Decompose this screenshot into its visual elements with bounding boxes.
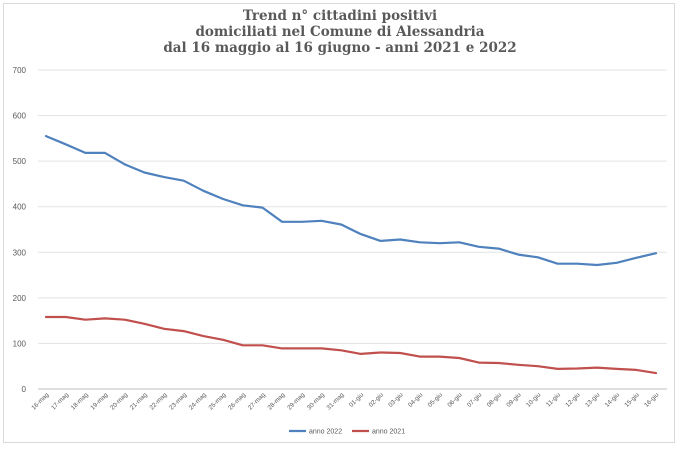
x-tick-label: 01-giu	[348, 391, 366, 409]
x-tick-label: 30-mag	[306, 391, 326, 411]
x-tick-label: 08-giu	[486, 391, 504, 409]
x-tick-label: 17-mag	[50, 391, 70, 411]
x-tick-label: 26-mag	[227, 391, 247, 411]
x-tick-label: 13-giu	[584, 391, 602, 409]
x-tick-label: 18-mag	[70, 391, 90, 411]
legend-label: anno 2021	[372, 429, 405, 436]
x-tick-label: 19-mag	[89, 391, 109, 411]
x-tick-label: 16-giu	[643, 391, 661, 409]
y-tick-label: 0	[22, 385, 27, 394]
x-tick-label: 22-mag	[148, 391, 168, 411]
y-tick-label: 400	[13, 203, 27, 212]
chart-title-line-3: dal 16 maggio al 16 giugno - anni 2021 e…	[163, 40, 517, 56]
series-lines	[44, 135, 658, 375]
x-tick-label: 04-giu	[407, 391, 425, 409]
x-tick-label: 14-giu	[604, 391, 622, 409]
x-tick-label: 11-giu	[545, 391, 562, 408]
x-tick-label: 27-mag	[247, 391, 267, 411]
y-tick-label: 200	[13, 294, 27, 303]
x-tick-label: 29-mag	[286, 391, 306, 411]
x-tick-label: 10-giu	[525, 391, 543, 409]
x-axis-ticks: 16-mag 17-mag 18-mag 19-mag 20-mag 21-mag 22-m…	[30, 391, 660, 411]
x-tick-label: 07-giu	[466, 391, 484, 409]
x-tick-label: 16-mag	[30, 391, 50, 411]
chart-title-line-1: Trend n° cittadini positivi	[242, 8, 438, 24]
x-tick-label: 15-giu	[623, 391, 641, 409]
x-tick-label: 20-mag	[109, 391, 129, 411]
y-tick-label: 600	[13, 112, 27, 121]
y-tick-label: 300	[13, 248, 27, 257]
x-tick-label: 02-giu	[368, 391, 386, 409]
series-line-2	[44, 315, 658, 375]
chart-title-line-2: domiciliati nel Comune di Alessandria	[195, 24, 485, 40]
x-tick-label: 23-mag	[168, 391, 188, 411]
x-tick-label: 12-giu	[564, 391, 582, 409]
x-tick-label: 03-giu	[387, 391, 405, 409]
x-tick-label: 05-giu	[427, 391, 445, 409]
x-tick-label: 31-mag	[326, 391, 346, 411]
x-tick-label: 25-mag	[207, 391, 227, 411]
x-tick-label: 28-mag	[266, 391, 286, 411]
x-tick-label: 09-giu	[505, 391, 523, 409]
grid-lines	[38, 69, 667, 390]
x-tick-label: 21-mag	[129, 391, 149, 411]
x-tick-label: 24-mag	[188, 391, 208, 411]
y-tick-label: 700	[13, 66, 27, 75]
legend: anno 2022 anno 2021	[289, 429, 405, 436]
y-tick-label: 500	[13, 157, 27, 166]
legend-label: anno 2022	[309, 429, 342, 436]
chart-title: Trend n° cittadini positivi domiciliati …	[0, 8, 680, 56]
series-line-1	[44, 135, 658, 267]
x-tick-label: 06-giu	[446, 391, 464, 409]
y-axis-ticks: 0 100 200 300 400 500 600 700	[13, 66, 27, 394]
y-tick-label: 100	[13, 339, 27, 348]
